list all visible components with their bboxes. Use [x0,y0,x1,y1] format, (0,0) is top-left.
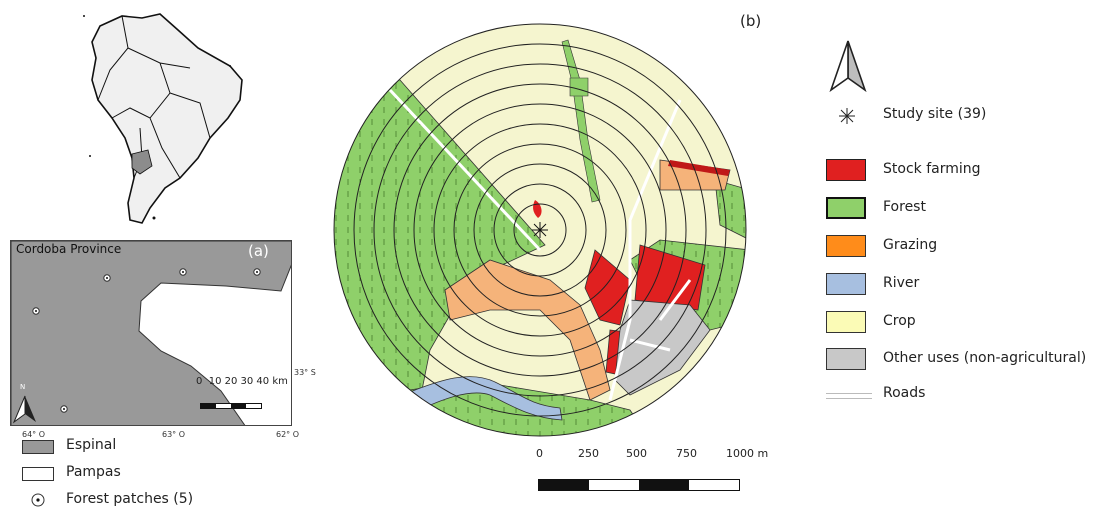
scale-tick-250: 250 [578,447,599,460]
forest-swatch [826,197,866,219]
legend-study-site: Study site (39) [826,104,1101,128]
dot-circle-icon [31,493,45,507]
buffer-landscape-map [333,23,747,437]
forest-patches-label: Forest patches (5) [66,491,194,507]
legend-roads: Roads [826,383,1101,407]
roads-label: Roads [883,385,926,401]
lon-tick-62: 62° O [276,430,300,439]
pampas-swatch [22,467,54,481]
scale-tick-1000: 1000 m [726,447,769,460]
lon-tick-64: 64° O [22,430,46,439]
legend-crop: Crop [826,311,1101,335]
espinal-swatch [22,440,54,454]
river-swatch [826,273,866,295]
panel-a-map-frame [10,240,292,426]
panel-b-scale-bar [538,479,740,491]
legend-stock-farming: Stock farming [826,159,1101,183]
north-arrow-icon-small [12,395,36,424]
espinal-label: Espinal [66,437,117,453]
scale-tick-500: 500 [626,447,647,460]
asterisk-icon [839,108,855,124]
legend-forest: Forest [826,197,1101,221]
panel-a-scale-text: 0 10 20 30 40 km [196,376,288,387]
other-uses-label: Other uses (non-agricultural) [883,350,1087,366]
north-label: N [20,383,26,391]
study-site-marker [532,222,548,238]
north-arrow-icon [829,40,867,93]
crop-swatch [826,311,866,333]
south-america-outline [91,13,243,224]
panel-a-scale-bar [200,403,262,409]
panel-a-label: (a) [248,242,269,260]
grazing-swatch [826,235,866,257]
road-line-icon [826,393,872,399]
lon-tick-63: 63° O [162,430,186,439]
scale-tick-750: 750 [676,447,697,460]
legend-other-uses: Other uses (non-agricultural) [826,348,1101,372]
province-label: Cordoba Province [16,242,122,256]
lat-label: 33° S [294,368,316,377]
forest-label: Forest [883,199,926,215]
river-label: River [883,275,920,291]
stock-farming-label: Stock farming [883,161,981,177]
river [409,376,563,421]
cordoba-highlight [131,149,153,175]
study-site-label: Study site (39) [883,106,987,122]
buffer-rings [333,23,747,437]
other-uses-swatch [826,348,866,370]
stock-farming-swatch [826,159,866,181]
legend-river: River [826,273,1101,297]
legend-grazing: Grazing [826,235,1101,259]
roads [388,88,692,401]
pampas-label: Pampas [66,464,121,480]
legend-b: Study site (39) Stock farming Forest Gra… [826,104,1101,404]
grazing-area [444,259,611,401]
crop-label: Crop [883,313,916,329]
south-america-locator-map [83,13,243,224]
grazing-label: Grazing [883,237,938,253]
scale-tick-0: 0 [536,447,543,460]
panel-b-label: (b) [740,12,762,30]
espinal-region [11,241,291,425]
country-borders [97,15,211,179]
